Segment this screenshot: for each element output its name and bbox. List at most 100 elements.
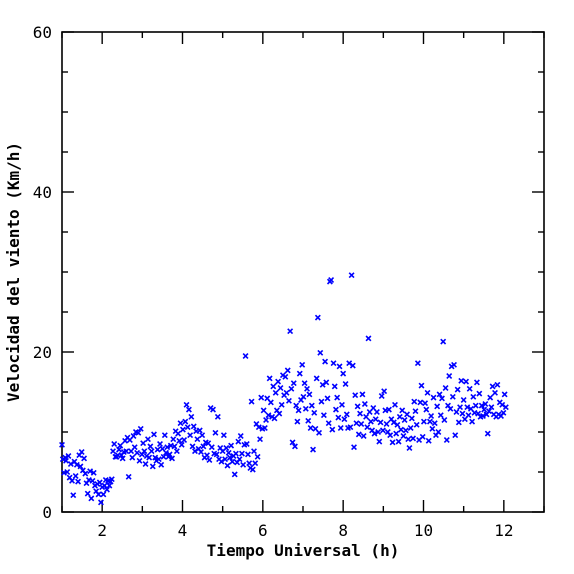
data-point [465, 412, 472, 419]
axis-ticks [61, 31, 545, 513]
data-point [447, 405, 454, 412]
data-point [487, 394, 494, 401]
data-point [486, 408, 492, 415]
data-point [470, 393, 477, 400]
data-point [319, 381, 326, 388]
data-point [390, 419, 397, 426]
data-point [460, 397, 467, 403]
data-point [163, 449, 169, 456]
data-point [284, 367, 291, 374]
data-point [242, 353, 249, 359]
data-point [363, 413, 370, 420]
data-point [347, 424, 354, 431]
data-point [428, 413, 435, 419]
data-point [255, 424, 262, 431]
data-point [393, 430, 400, 437]
data-point [110, 448, 116, 455]
data-point [271, 415, 278, 422]
data-point [96, 479, 103, 486]
data-point [358, 421, 365, 427]
data-point [251, 448, 257, 455]
data-point [265, 412, 272, 419]
data-point [238, 450, 245, 457]
data-point [476, 390, 483, 397]
data-point [175, 430, 182, 437]
data-point [125, 473, 132, 480]
data-point [293, 402, 300, 409]
data-point [404, 411, 410, 418]
data-point [435, 429, 442, 435]
data-point [82, 470, 89, 477]
data-point [89, 477, 96, 484]
data-point [78, 449, 85, 455]
data-point [299, 361, 306, 368]
data-point [352, 392, 359, 399]
data-point [108, 476, 115, 483]
data-point [323, 379, 330, 386]
data-point [179, 426, 186, 433]
data-point [183, 401, 190, 408]
data-point [237, 433, 244, 439]
data-point [206, 457, 213, 463]
data-point [235, 438, 242, 445]
data-point [254, 453, 261, 460]
data-point [311, 409, 318, 416]
data-point [336, 363, 343, 370]
data-point [405, 436, 412, 443]
data-point [152, 454, 159, 461]
data-point [135, 429, 142, 436]
data-point [188, 413, 195, 420]
data-point [334, 394, 341, 401]
data-point [417, 399, 424, 406]
data-point [97, 499, 104, 506]
data-point [457, 404, 464, 411]
data-point [424, 389, 431, 396]
data-point [341, 416, 348, 423]
data-point [482, 401, 489, 407]
data-point [449, 393, 456, 400]
data-point [224, 462, 231, 469]
data-point [69, 477, 76, 484]
data-point [464, 404, 471, 411]
data-point [442, 385, 449, 391]
data-point [331, 383, 338, 390]
data-point [423, 406, 430, 413]
data-point [210, 406, 216, 413]
data-point [257, 436, 263, 443]
data-point [173, 448, 180, 455]
data-point [282, 373, 289, 380]
data-point [196, 427, 203, 434]
data-point [178, 441, 185, 448]
data-point [431, 420, 438, 427]
data-point [185, 406, 192, 413]
data-point [378, 393, 385, 399]
data-point [64, 469, 71, 475]
data-point [222, 456, 229, 463]
x-tick-labels: 2 4 6 8 10 12 [97, 521, 513, 540]
data-point [295, 407, 302, 414]
data-point [213, 451, 220, 458]
data-point [267, 399, 274, 406]
data-point [469, 418, 476, 425]
data-point [154, 446, 161, 453]
data-point [75, 478, 82, 485]
data-point [389, 439, 396, 446]
data-point [360, 433, 367, 439]
data-point [328, 277, 335, 283]
data-point [306, 391, 313, 398]
data-point [144, 436, 151, 443]
data-point [231, 471, 238, 478]
data-point [354, 403, 361, 410]
data-point [59, 441, 65, 448]
data-point [502, 404, 509, 411]
data-point [157, 441, 163, 447]
data-point [411, 398, 418, 405]
data-point [164, 444, 171, 451]
data-point [84, 490, 91, 497]
data-point [305, 417, 312, 424]
data-point [117, 442, 124, 449]
data-point [182, 418, 189, 425]
data-point [218, 458, 225, 465]
x-tick-label: 10 [414, 521, 433, 540]
